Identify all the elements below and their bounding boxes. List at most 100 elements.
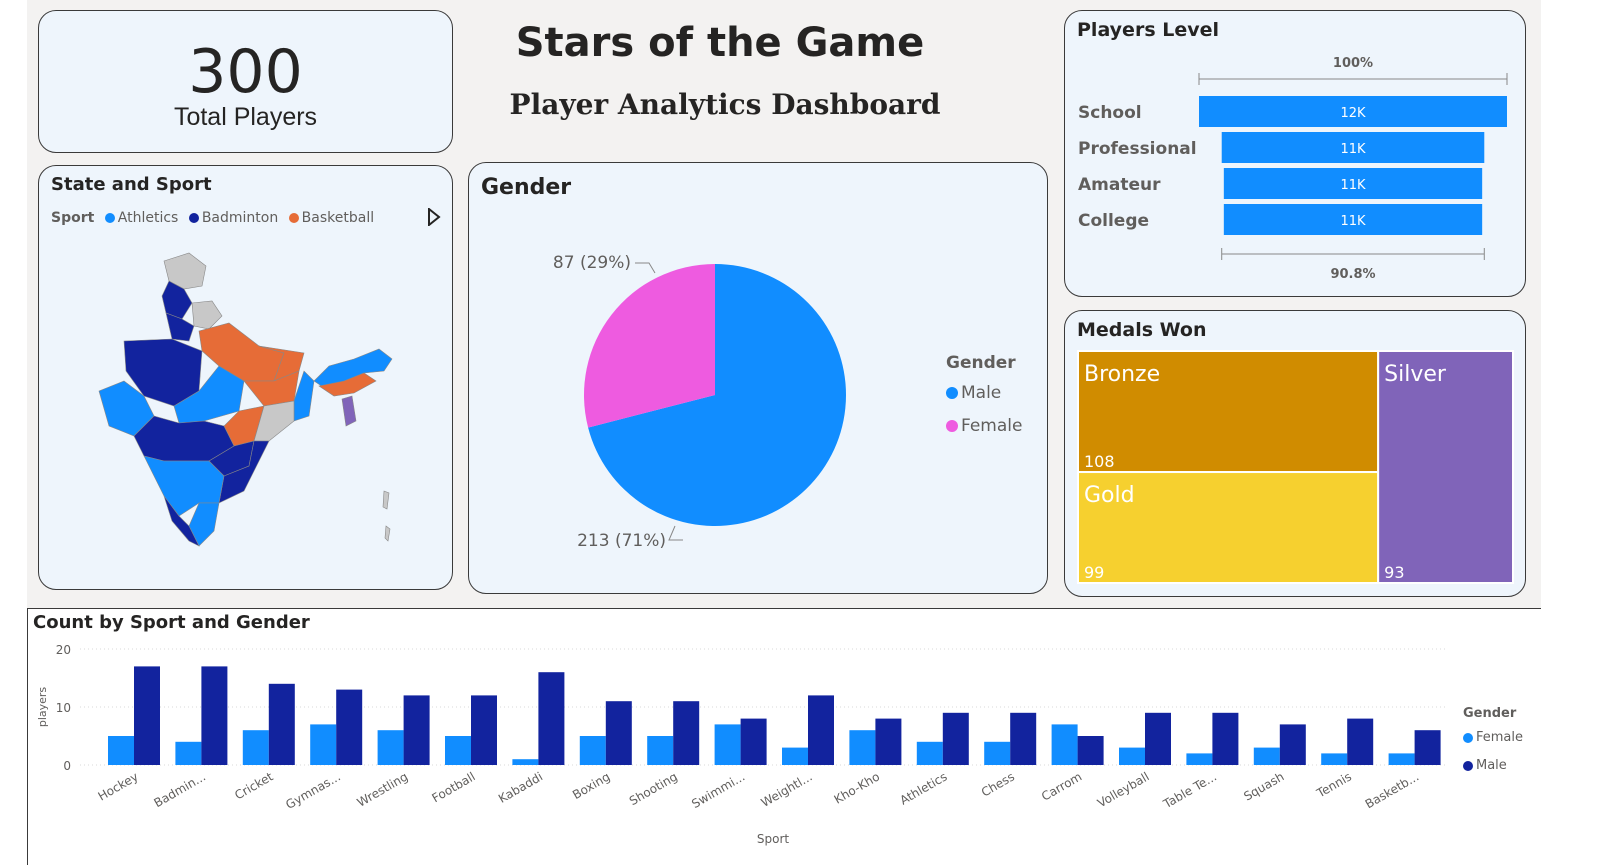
level-bar-label: 11K [1340,214,1366,229]
treemap-tile-gold[interactable] [1077,471,1380,584]
bar-female[interactable] [579,736,606,765]
bar-female[interactable] [512,759,539,765]
legend-item-badminton[interactable]: Badminton [188,210,278,226]
x-tick-label: Athletics [898,769,950,807]
x-tick-label: Football [430,769,478,805]
bar-male[interactable] [942,712,969,765]
level-bar[interactable] [1223,168,1483,199]
bar-male[interactable] [1347,718,1374,765]
bar-female[interactable] [175,741,202,765]
x-tick-label: Wrestling [355,769,411,809]
medals-won-card[interactable]: Medals Won Bronze 108 Gold 99 Silver 93 [1064,310,1526,597]
y-tick-label: 0 [63,759,71,773]
bar-male[interactable] [268,683,295,765]
bar-male[interactable] [740,718,767,765]
legend-item-athletics[interactable]: Athletics [104,210,178,226]
bar-legend-male[interactable]: Male [1463,758,1507,773]
treemap-tile-bronze[interactable] [1077,350,1380,474]
level-bar-label: 11K [1340,142,1366,157]
bar-male[interactable] [134,666,160,765]
x-tick-label: Kho-Kho [832,769,882,806]
bar-male[interactable] [1279,724,1306,765]
bar-female[interactable] [242,730,269,765]
bar-male[interactable] [808,695,834,765]
bar-female[interactable] [310,724,337,765]
bar-female[interactable] [1119,747,1145,765]
map-region-andaman [382,490,391,542]
treemap-label-bronze: Bronze [1084,362,1160,387]
players-level-card[interactable]: Players Level 100% School 12K Professional 1… [1064,10,1526,297]
bar-male[interactable] [605,701,632,765]
female-dot [946,420,958,432]
pie-slice-male[interactable] [588,264,846,526]
treemap-tile-silver[interactable] [1377,350,1514,584]
bar-female[interactable] [916,741,943,765]
bar-male[interactable] [1212,712,1239,765]
pie-label-male: 213 (71%) [577,531,666,551]
pie-slice-female[interactable] [584,264,715,428]
bar-male[interactable] [1077,736,1104,765]
level-bar-label: 11K [1340,178,1366,193]
bar-male[interactable] [1010,712,1037,765]
level-bar[interactable] [1223,204,1483,235]
bar-female[interactable] [782,747,808,765]
bar-female[interactable] [445,736,471,765]
treemap-value-bronze: 108 [1084,452,1115,471]
gender-pie-card[interactable]: Gender 87 (29%) 213 (71%) Gender Male Fem… [468,162,1048,594]
bar-female[interactable] [647,736,674,765]
bar-legend-female[interactable]: Female [1463,730,1523,745]
athletics-dot [104,213,115,223]
bar-female[interactable] [1253,747,1280,765]
bar-male-dot [1463,760,1473,771]
map-region-mizoram [341,395,357,427]
legend-item-basketball[interactable]: Basketball [288,210,374,226]
x-tick-label: Kabaddi [496,769,545,805]
players-level-chart[interactable]: 100% School 12K Professional 11K Amateur 11K Co… [1065,11,1527,298]
x-tick-label: Squash [1241,769,1286,803]
bar-female[interactable] [377,730,404,765]
treemap-label-silver: Silver [1384,362,1447,387]
pie-leader-female [635,262,656,274]
bar-male[interactable] [471,695,497,765]
bar-male[interactable] [336,689,363,765]
total-players-value: 300 [188,37,303,107]
x-axis-label: Sport [757,832,790,846]
bar-female[interactable] [1321,753,1348,765]
bar-male[interactable] [201,666,228,765]
level-category-label: College [1078,211,1149,231]
level-bar[interactable] [1199,96,1507,127]
bar-female[interactable] [849,730,876,765]
legend-next-arrow-icon[interactable] [427,208,441,226]
bar-male[interactable] [1145,712,1171,765]
bar-female[interactable] [714,724,741,765]
x-tick-label: Basketb... [1363,769,1422,811]
level-top-label: 100% [1333,56,1373,71]
count-by-sport-gender-chart[interactable]: 0 10 20 players Hockey Badmin... Cricket Gymnas… [28,609,1540,865]
gender-pie-chart[interactable]: 87 (29%) 213 (71%) [469,163,1049,595]
state-sport-title: State and Sport [51,174,212,195]
bar-female[interactable] [108,736,134,765]
x-tick-label: Tennis [1314,769,1354,800]
bar-female[interactable] [984,741,1011,765]
level-category-label: School [1078,103,1142,123]
x-tick-label: Boxing [570,769,612,802]
level-bar[interactable] [1221,132,1485,163]
bar-male[interactable] [673,701,700,765]
bar-female[interactable] [1051,724,1078,765]
count-by-sport-gender-panel[interactable]: Count by Sport and Gender 0 10 20 players Ho… [27,608,1541,865]
bar-male[interactable] [1414,730,1441,765]
bar-male[interactable] [875,718,902,765]
bar-male[interactable] [403,695,430,765]
india-map[interactable] [94,241,404,561]
bar-male[interactable] [538,672,565,765]
pie-legend-female[interactable]: Female [946,416,1022,436]
bar-female[interactable] [1388,753,1415,765]
pie-legend-male[interactable]: Male [946,383,1001,403]
total-players-card[interactable]: 300 Total Players [38,10,453,153]
state-sport-map-card[interactable]: State and Sport Sport Athletics Badminto… [38,165,453,590]
level-category-label: Amateur [1078,175,1161,195]
bar-female[interactable] [1186,753,1213,765]
x-tick-label: Shooting [627,769,680,808]
medals-treemap[interactable]: Bronze 108 Gold 99 Silver 93 [1065,311,1527,598]
dashboard-title: Stars of the Game [515,20,925,66]
